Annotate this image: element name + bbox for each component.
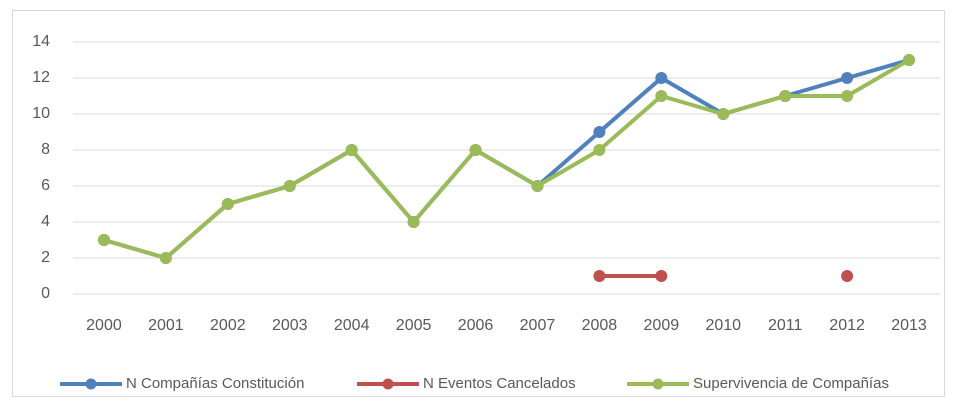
data-point: [655, 72, 668, 84]
chart-border: [12, 10, 945, 397]
data-point: [221, 198, 234, 210]
data-point: [841, 90, 854, 102]
data-point: [841, 72, 854, 84]
x-tick-label: 2009: [644, 317, 680, 334]
data-point: [407, 216, 420, 228]
data-point: [469, 144, 482, 156]
data-point: [345, 144, 358, 156]
data-point: [159, 252, 172, 264]
legend-marker: [652, 378, 664, 390]
x-tick-label: 2002: [210, 317, 246, 334]
y-tick-label: 8: [41, 141, 50, 158]
y-tick-label: 10: [32, 105, 50, 122]
x-tick-label: 2005: [396, 317, 432, 334]
data-point: [779, 90, 792, 102]
x-tick-label: 2003: [272, 317, 308, 334]
y-tick-label: 0: [41, 285, 50, 302]
legend-marker: [382, 378, 394, 390]
y-tick-label: 4: [41, 213, 50, 230]
data-point: [841, 270, 854, 282]
x-tick-label: 2001: [148, 317, 184, 334]
legend-label: N Eventos Cancelados: [423, 375, 576, 392]
x-tick-label: 2011: [768, 317, 803, 334]
data-point: [655, 270, 668, 282]
legend-marker: [85, 378, 97, 390]
data-point: [655, 90, 668, 102]
x-tick-label: 2007: [520, 317, 556, 334]
x-tick-label: 2013: [891, 317, 927, 334]
x-tick-label: 2004: [334, 317, 370, 334]
y-tick-label: 14: [32, 33, 50, 50]
legend-label: Supervivencia de Compañías: [693, 375, 889, 392]
y-tick-label: 12: [32, 69, 50, 86]
data-point: [593, 270, 606, 282]
x-tick-label: 2006: [458, 317, 494, 334]
data-point: [903, 54, 916, 66]
x-tick-label: 2008: [582, 317, 618, 334]
series-line: [103, 58, 911, 260]
data-point: [283, 180, 296, 192]
data-point: [593, 126, 606, 138]
x-tick-label: 2012: [829, 317, 865, 334]
data-point: [531, 180, 544, 192]
data-point: [593, 144, 606, 156]
legend-label: N Compañías Constitución: [126, 375, 304, 392]
data-point: [717, 108, 730, 120]
y-tick-label: 6: [41, 177, 50, 194]
y-tick-label: 2: [41, 249, 50, 266]
x-tick-label: 2000: [86, 317, 122, 334]
x-tick-label: 2010: [705, 317, 741, 334]
data-point: [97, 234, 110, 246]
